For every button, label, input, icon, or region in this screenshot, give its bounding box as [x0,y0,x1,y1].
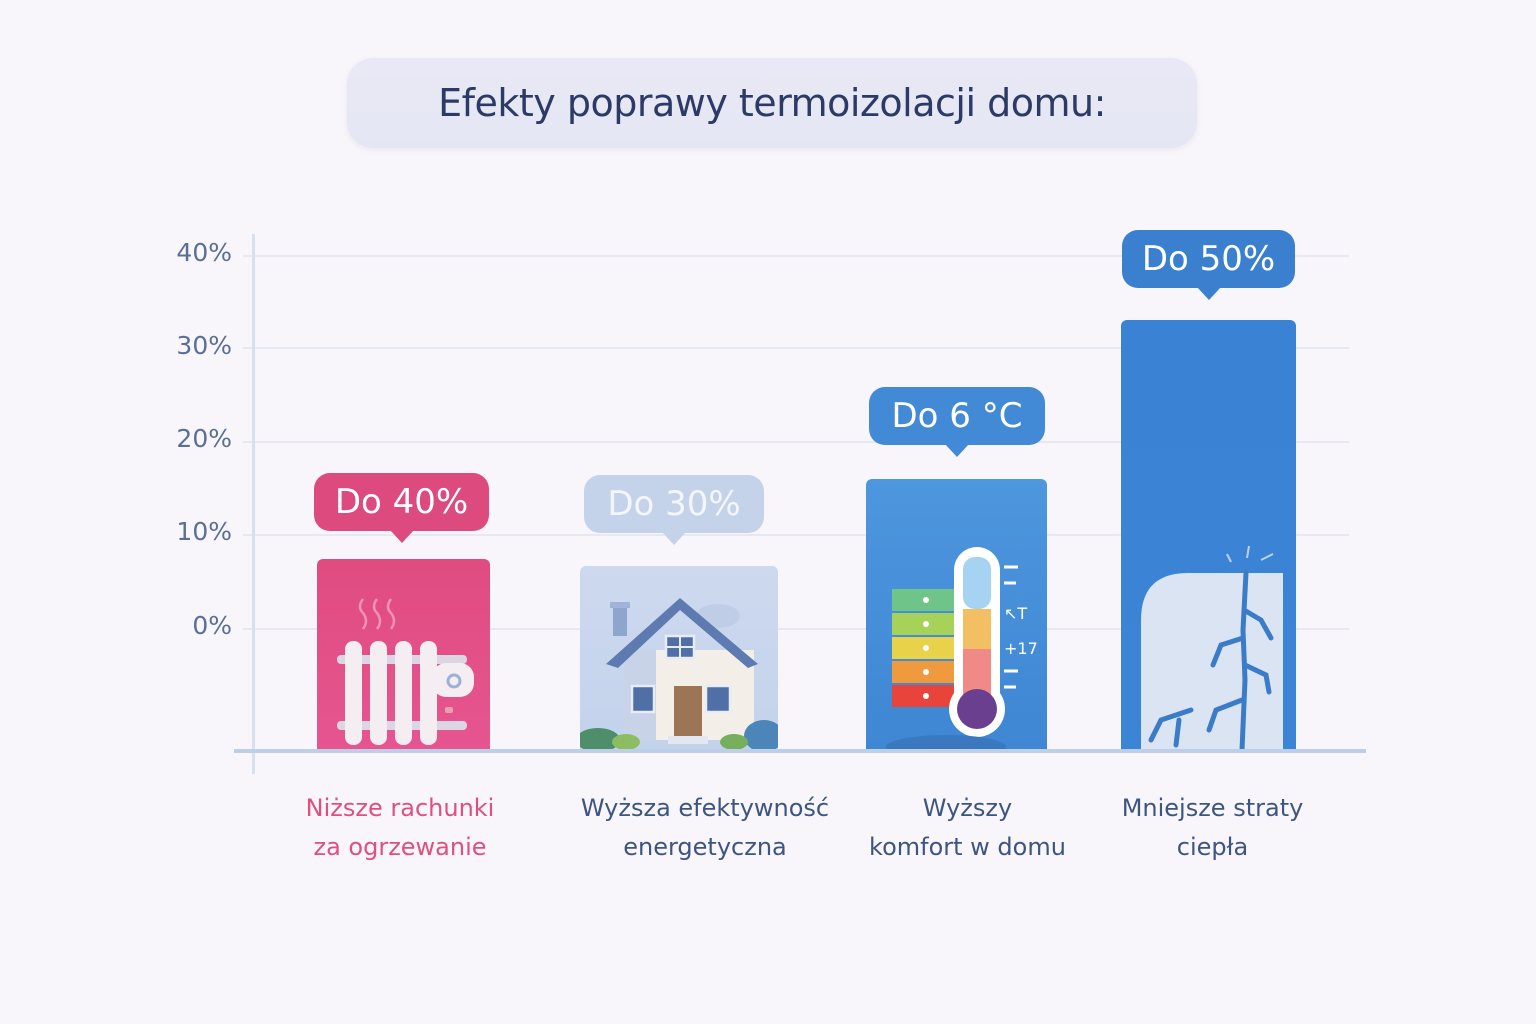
gridline [243,441,1349,443]
chart-title: Efekty poprawy termoizolacji domu: [438,81,1106,125]
gridline [243,534,1349,536]
x-axis [234,749,1366,753]
value-badge: Do 6 °C [869,387,1045,457]
gridline [243,628,1349,630]
label-line: za ogrzewanie [313,833,487,861]
label-line: Wyższy [922,794,1013,822]
value-badge: Do 50% [1122,230,1295,300]
label-line: Wyższa efektywność [580,794,830,822]
category-label: Mniejsze straty ciepła [1100,789,1325,867]
category-label: Wyższa efektywność energetyczna [560,789,850,867]
value-badge: Do 40% [314,473,489,543]
y-tick-label: 0% [192,611,232,640]
gridline [243,255,1349,257]
title-box: Efekty poprawy termoizolacji domu: [347,58,1197,148]
y-tick-label: 30% [176,331,232,360]
value-badge: Do 30% [584,475,764,545]
label-line: Niższe rachunki [305,794,495,822]
bar-heat-loss [1121,320,1296,751]
label-line: komfort w domu [869,833,1066,861]
svg-text:+17: +17 [1004,639,1038,658]
gridline [243,347,1349,349]
label-line: ciepła [1176,833,1249,861]
cracked-wall-icon [1141,545,1283,751]
y-tick-label: 40% [176,238,232,267]
category-label: Niższe rachunki za ogrzewanie [280,789,520,867]
label-line: energetyczna [623,833,787,861]
y-axis [252,234,255,774]
radiator-icon [337,598,474,745]
bar-lower-bills [317,559,490,751]
svg-text:↖T: ↖T [1004,604,1027,623]
thermometer-icon: ↖T +17 [886,547,1038,751]
label-line: Mniejsze straty [1121,794,1304,822]
house-icon [580,598,778,751]
y-tick-label: 10% [176,517,232,546]
y-tick-label: 20% [176,424,232,453]
bar-comfort: ↖T +17 [866,479,1047,751]
category-label: Wyższy komfort w domu [855,789,1080,867]
bar-energy-efficiency [580,566,778,751]
